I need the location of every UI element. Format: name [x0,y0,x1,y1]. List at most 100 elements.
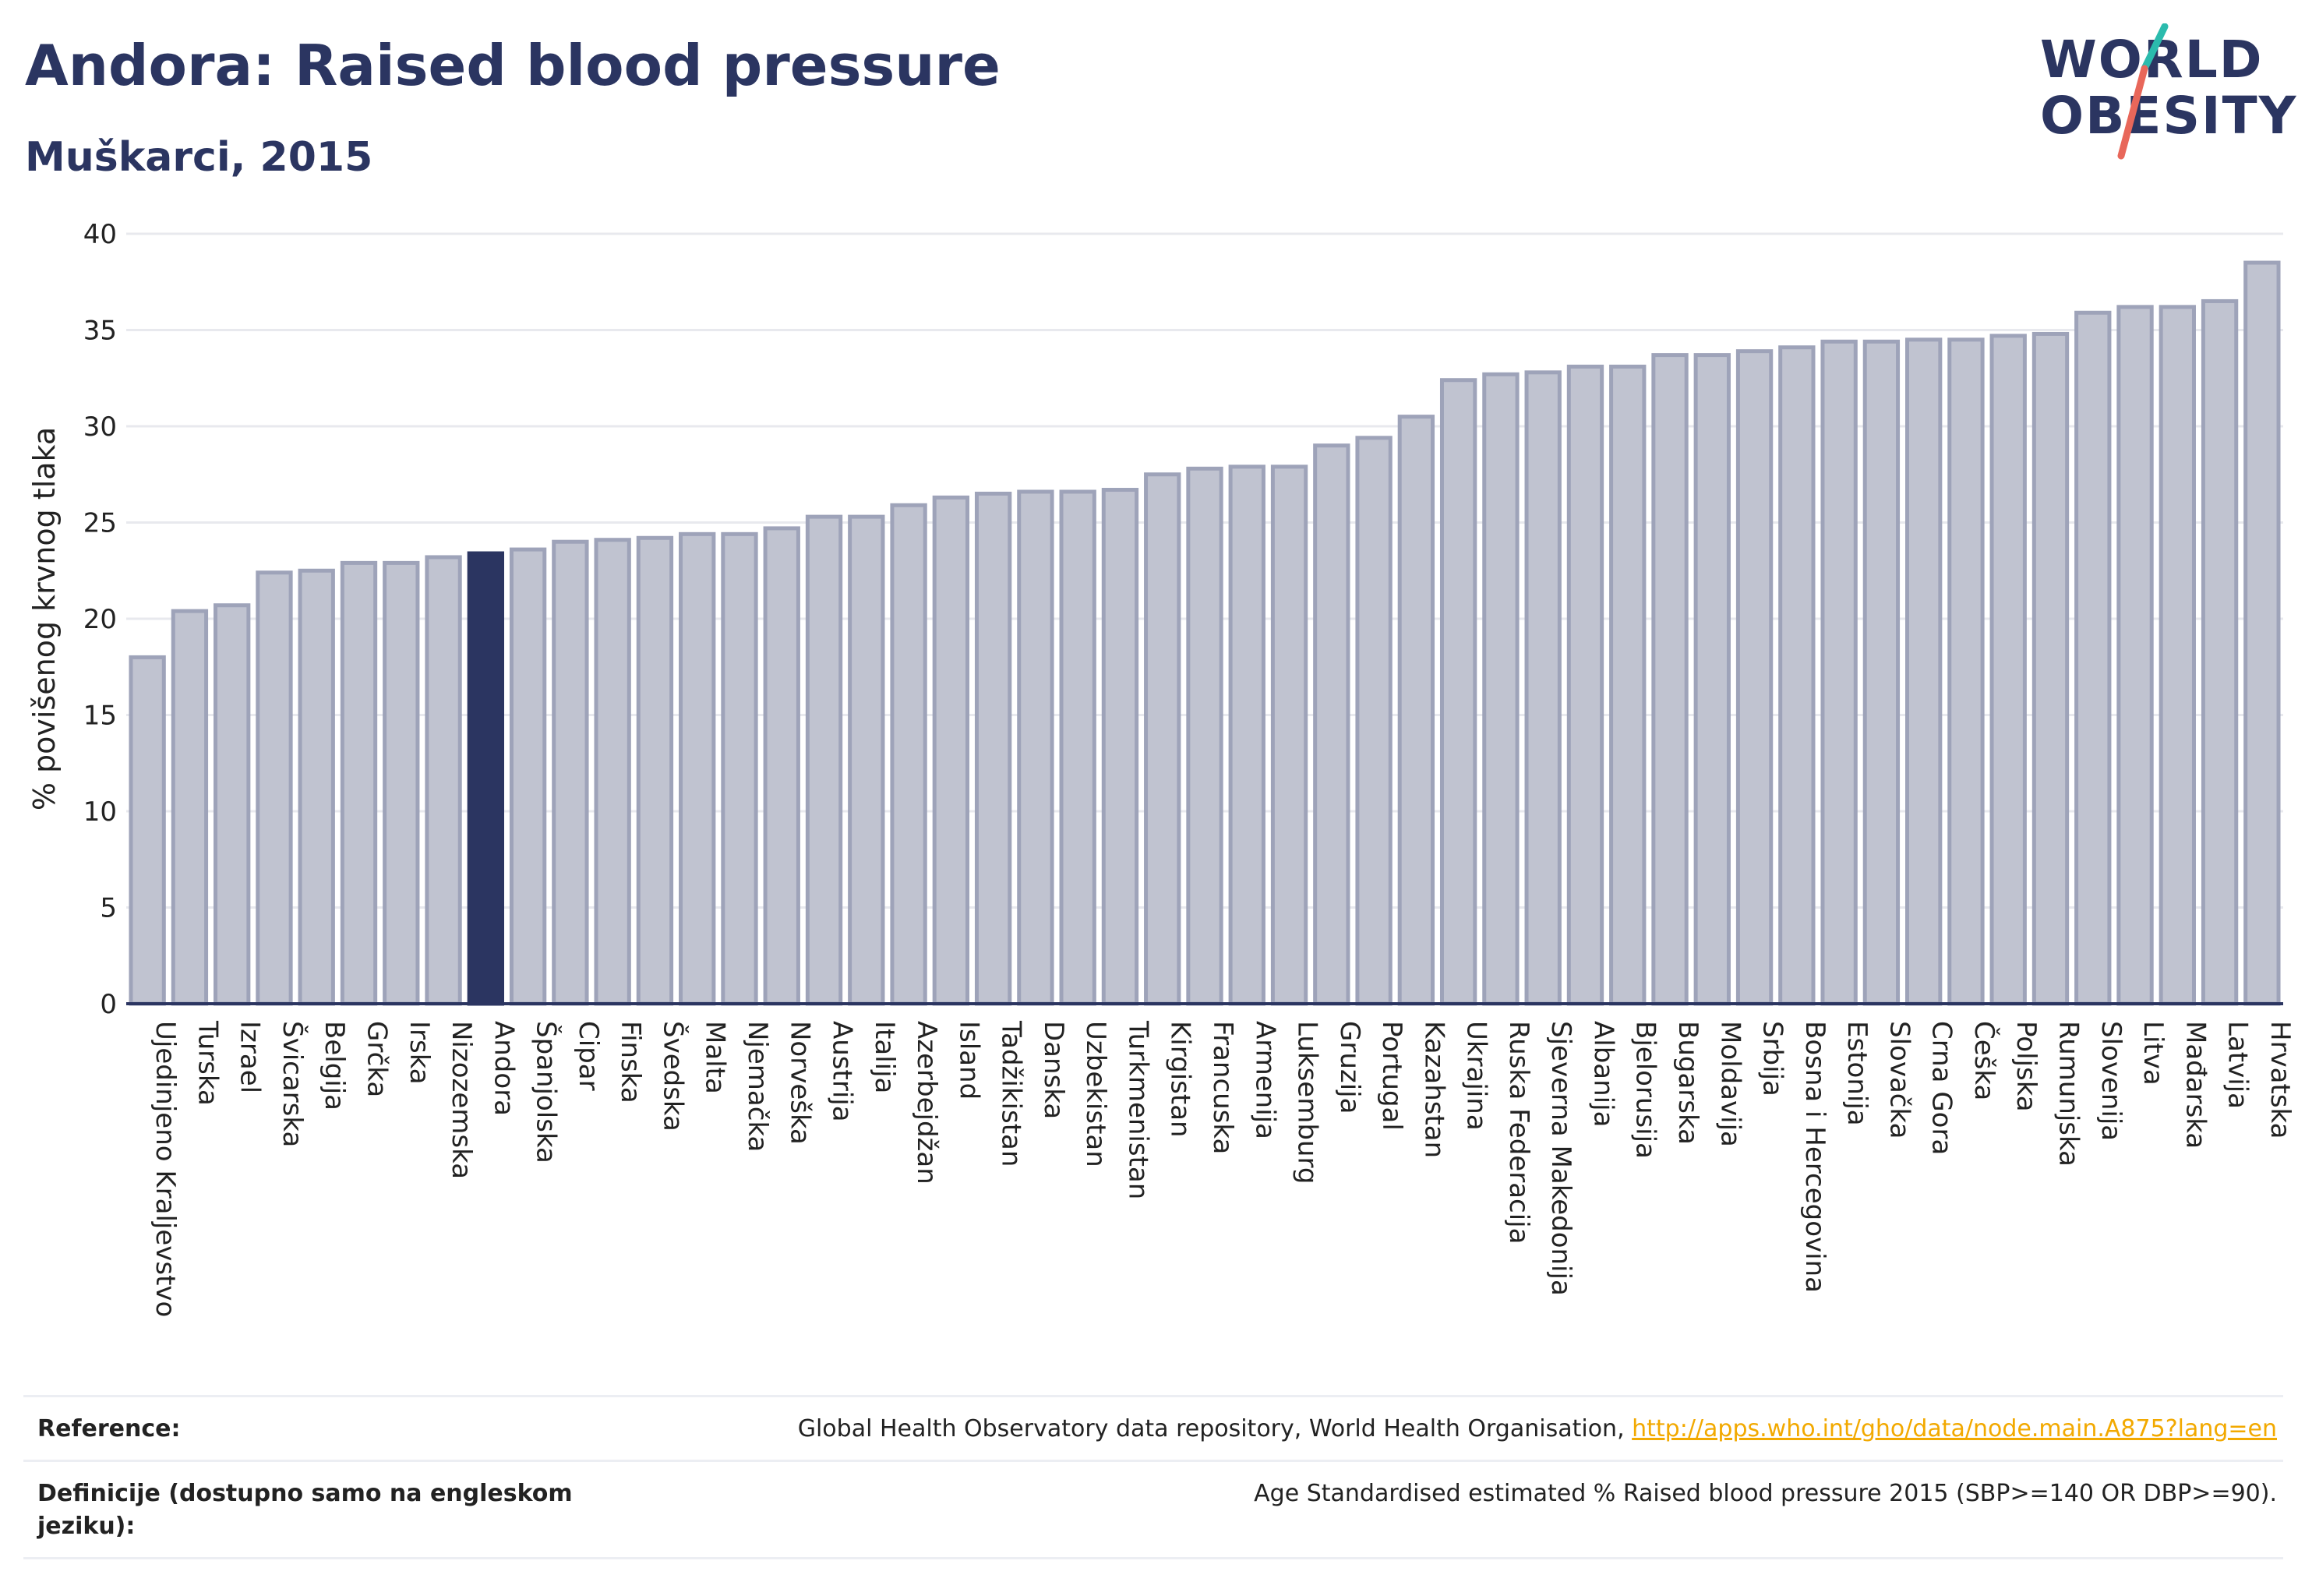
x-tick-label: Malta [700,1021,731,1094]
bar-tadžikistan[interactable] [974,491,1012,1006]
x-tick-label: Mađarska [2180,1021,2211,1149]
bar-kirgistan[interactable] [1144,472,1181,1006]
bar-slovenija[interactable] [2074,310,2112,1006]
x-tick-label: Nizozemska [446,1021,477,1179]
bar-kazahstan[interactable] [1397,415,1435,1006]
x-tick-label: Gruzija [1334,1021,1365,1114]
x-tick-label: Armenija [1249,1021,1280,1139]
bar-irska[interactable] [383,560,420,1006]
bar-češka[interactable] [1947,337,1985,1006]
x-tick-label: Andora [488,1021,519,1116]
reference-link[interactable]: http://apps.who.int/gho/data/node.main.A… [1632,1415,2277,1442]
bar-finska[interactable] [594,538,631,1006]
y-tick-label: 25 [83,508,117,539]
bar-turska[interactable] [171,609,209,1006]
bar-crna-gora[interactable] [1904,337,1943,1006]
x-tick-label: Italija [869,1021,900,1093]
bar-bjelorusija[interactable] [1609,364,1647,1006]
bar-malta[interactable] [679,531,716,1006]
y-axis-label: % povišenog krvnog tlaka [27,427,62,810]
bar-španjolska[interactable] [509,547,547,1006]
bar-poljska[interactable] [1989,334,2027,1006]
x-tick-label: Finska [615,1021,646,1103]
bar-island[interactable] [932,495,970,1006]
reference-row: Reference: Global Health Observatory dat… [23,1395,2283,1460]
bar-azerbejdžan[interactable] [890,503,927,1006]
bar-moldavija[interactable] [1693,353,1731,1006]
bar-mađarska[interactable] [2159,305,2196,1006]
x-tick-label: Cipar [573,1021,604,1091]
y-tick-label: 20 [83,604,117,635]
bar-ujedinjeno-kraljevstvo[interactable] [129,655,166,1006]
logo-slash-icon [2117,23,2169,160]
bar-rumunjska[interactable] [2031,331,2070,1006]
bar-sjeverna-makedonija[interactable] [1524,370,1562,1006]
x-tick-label: Bosna i Hercegovina [1799,1021,1830,1293]
x-tick-label: Norveška [784,1021,815,1145]
bar-danska[interactable] [1017,489,1054,1006]
y-tick-label: 15 [83,701,117,732]
bar-estonija[interactable] [1820,339,1858,1006]
bar-gruzija[interactable] [1313,443,1350,1006]
x-tick-label: Turkmenistan [1122,1020,1153,1199]
x-tick-label: Island [953,1021,984,1100]
bar-litva[interactable] [2116,305,2154,1006]
bar-švicarska[interactable] [256,570,293,1006]
reference-value: Global Health Observatory data repositor… [798,1413,2283,1446]
x-tick-label: Latvija [2222,1021,2254,1109]
bar-njemačka[interactable] [721,531,758,1006]
x-tick-label: Francuska [1207,1021,1238,1154]
x-tick-label: Danska [1038,1021,1069,1119]
bar-latvija[interactable] [2201,298,2239,1006]
x-tick-label: Poljska [2010,1021,2042,1112]
x-tick-label: Slovenija [2095,1021,2127,1141]
bar-izrael[interactable] [214,603,251,1006]
reference-label: Reference: [37,1415,181,1442]
bar-francuska[interactable] [1186,466,1223,1006]
x-tick-label: Ruska Federacija [1503,1021,1534,1244]
definition-text: Age Standardised estimated % Raised bloo… [1254,1480,2277,1507]
bar-turkmenistan[interactable] [1101,488,1139,1006]
x-tick-label: Sjeverna Makedonija [1545,1021,1576,1296]
y-tick-label: 30 [83,411,117,443]
bar-srbija[interactable] [1735,349,1774,1006]
bar-bosna-i-hercegovina[interactable] [1778,345,1816,1006]
y-tick-label: 35 [83,316,117,347]
world-obesity-logo: WORLD OBESITY [2026,23,2296,164]
bar-cipar[interactable] [552,539,589,1006]
reference-text: Global Health Observatory data repositor… [797,1415,1633,1442]
x-tick-label: Crna Gora [1926,1021,1957,1155]
bar-andora[interactable] [467,551,505,1006]
x-tick-label: Bugarska [1672,1021,1703,1145]
bar-uzbekistan[interactable] [1059,489,1096,1006]
x-tick-label: Bjelorusija [1630,1021,1661,1159]
bar-portugal[interactable] [1355,436,1393,1006]
footer: Reference: Global Health Observatory dat… [23,1395,2283,1559]
bar-belgija[interactable] [298,568,335,1006]
bar-norveška[interactable] [763,526,800,1006]
bar-austrija[interactable] [805,514,843,1006]
bar-ruska-federacija[interactable] [1482,372,1520,1006]
bar-armenija[interactable] [1228,464,1265,1006]
bar-italija[interactable] [848,514,885,1006]
bar-ukrajina[interactable] [1439,378,1477,1006]
bar-nizozemska[interactable] [425,555,462,1006]
x-tick-label: Srbija [1757,1021,1788,1096]
bar-hrvatska[interactable] [2243,260,2281,1006]
x-tick-label: Rumunjska [2053,1021,2084,1167]
bar-švedska[interactable] [636,535,674,1006]
bar-bugarska[interactable] [1651,353,1689,1006]
bar-luksemburg[interactable] [1270,464,1308,1006]
y-tick-label: 40 [83,219,117,250]
definition-row: Definicije (dostupno samo na engleskom j… [23,1460,2283,1559]
logo-line-2: OBESITY [2040,86,2298,146]
x-tick-label: Ujedinjeno Kraljevstvo [150,1021,181,1317]
bar-grčka[interactable] [340,560,378,1006]
bar-slovačka[interactable] [1862,339,1901,1006]
bar-albanija[interactable] [1566,364,1604,1006]
x-tick-label: Kazahstan [1418,1021,1449,1158]
x-tick-label: Švedska [657,1021,689,1132]
x-tick-label: Hrvatska [2264,1021,2296,1139]
x-tick-label: Albanija [1587,1021,1618,1127]
definition-label: Definicije (dostupno samo na engleskom j… [37,1480,573,1540]
